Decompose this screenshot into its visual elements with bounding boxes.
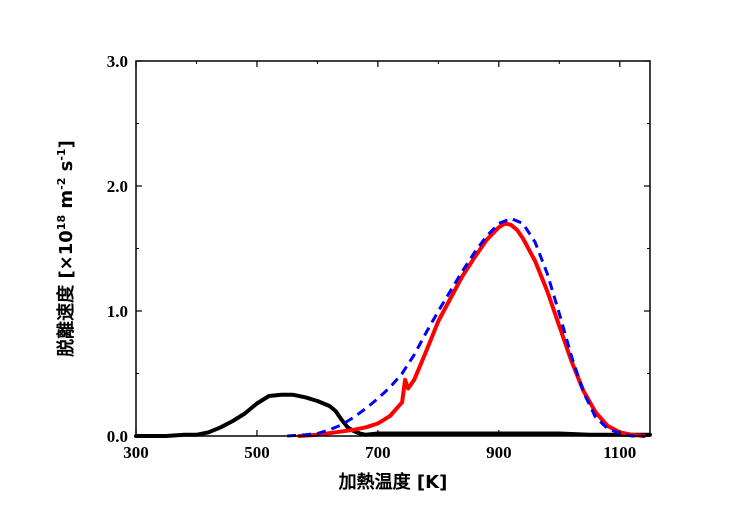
- x-axis-title: 加熱温度 [K]: [338, 471, 448, 493]
- y-axis-title-exp2: -2: [55, 178, 68, 190]
- x-tick-label: 700: [365, 443, 391, 462]
- y-axis-title-mid1: m: [56, 190, 77, 215]
- series-line-2: [287, 217, 644, 438]
- ticks-layer: 300 500 700 900 1100 0.0 1.0 2.0 3.0: [107, 52, 650, 462]
- y-axis-title-exp3: -1: [55, 148, 68, 160]
- y-axis-title-suffix: ]: [56, 140, 77, 148]
- y-tick-label: 0.0: [107, 427, 128, 446]
- x-tick-label: 500: [244, 443, 270, 462]
- y-axis-title-prefix: 脱離速度 [×10: [55, 230, 77, 357]
- y-axis-title: 脱離速度 [×1018 m-2 s-1]: [55, 140, 77, 357]
- plot-frame: [135, 60, 651, 437]
- y-tick-label: 3.0: [107, 52, 128, 71]
- x-tick-label: 300: [123, 443, 149, 462]
- series-line-1: [297, 221, 646, 438]
- y-tick-label: 1.0: [107, 302, 128, 321]
- y-axis-title-mid2: s: [56, 161, 77, 178]
- x-tick-label: 900: [486, 443, 512, 462]
- series-layer: [134, 217, 652, 438]
- y-tick-label: 2.0: [107, 177, 128, 196]
- x-tick-label: 1100: [603, 443, 636, 462]
- y-axis-title-exp1: 18: [55, 215, 68, 230]
